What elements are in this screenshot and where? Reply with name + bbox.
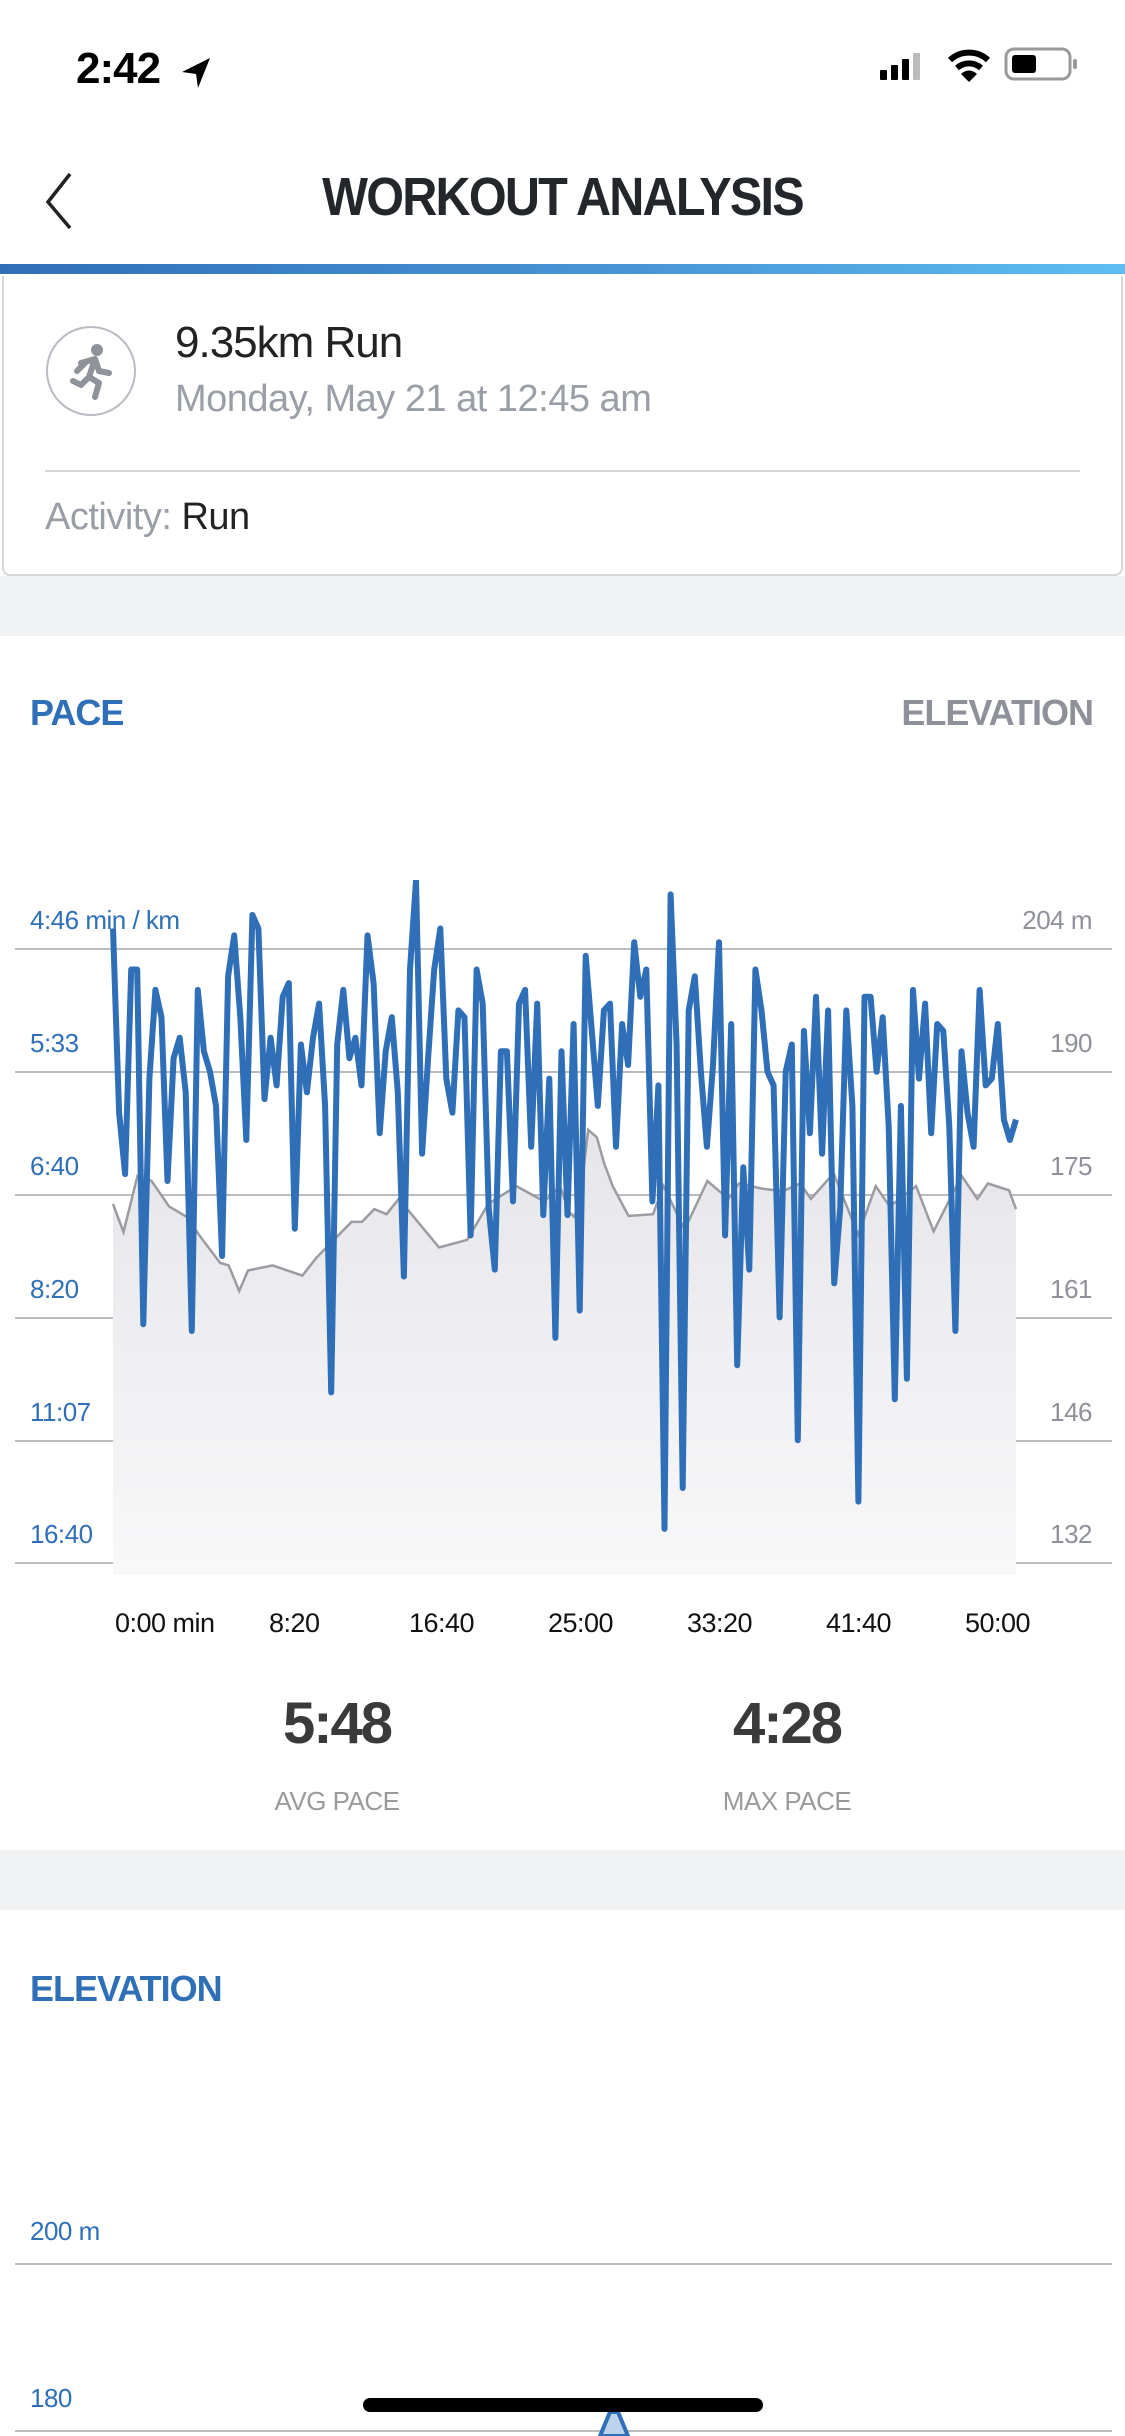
section-separator-2	[0, 1850, 1125, 1910]
pace-y-tick: 16:40	[30, 1519, 93, 1549]
elevation-y-tick: 146	[1050, 1397, 1092, 1427]
header-accent-bar	[0, 264, 1125, 274]
elevation-area	[113, 1129, 1016, 1575]
workout-date: Monday, May 21 at 12:45 am	[175, 378, 652, 420]
x-tick-label: 8:20	[269, 1608, 320, 1638]
avg-pace-value: 5:48	[282, 1691, 393, 1756]
elevation-y-tick: 190	[1050, 1028, 1092, 1058]
location-arrow-icon	[182, 58, 210, 88]
battery-icon	[1004, 47, 1077, 81]
card-divider	[45, 470, 1080, 472]
elevation-gridline	[15, 2430, 1112, 2432]
avg-pace-label: AVG PACE	[274, 1786, 400, 1816]
back-chevron-icon[interactable]	[40, 170, 80, 230]
pace-y-tick: 11:07	[30, 1397, 91, 1427]
home-indicator[interactable]	[363, 2398, 763, 2412]
pace-y-tick: 4:46 min / km	[30, 905, 180, 935]
elevation-peak	[597, 2410, 631, 2436]
workout-title: 9.35km Run	[175, 318, 403, 367]
activity-row: Activity: Run	[45, 496, 250, 539]
x-tick-label: 50:00	[965, 1608, 1031, 1638]
activity-value: Run	[181, 496, 250, 538]
pace-line	[110, 880, 1019, 1532]
x-tick-label: 16:40	[409, 1608, 475, 1638]
x-tick-label: 25:00	[548, 1608, 614, 1638]
elevation-y-tick: 132	[1050, 1519, 1092, 1549]
elevation-y-tick: 161	[1050, 1274, 1092, 1304]
status-time: 2:42	[76, 44, 161, 93]
page-title: WORKOUT ANALYSIS	[322, 167, 804, 227]
activity-label: Activity:	[45, 496, 172, 538]
workout-summary-card	[2, 276, 1123, 576]
x-tick-label: 33:20	[687, 1608, 753, 1638]
elevation-y-tick: 180	[30, 2383, 72, 2413]
wifi-icon	[947, 49, 991, 82]
elevation-y-tick: 204 m	[1022, 905, 1092, 935]
running-person-icon	[46, 326, 136, 416]
x-tick-label: 0:00 min	[115, 1608, 215, 1638]
max-pace-value: 4:28	[732, 1691, 843, 1756]
elevation-toggle[interactable]: ELEVATION	[901, 692, 1094, 733]
elevation-gridline	[15, 2263, 1112, 2265]
pace-chart	[15, 880, 1112, 1575]
x-tick-label: 41:40	[826, 1608, 892, 1638]
cellular-signal-icon	[880, 53, 920, 80]
max-pace-label: MAX PACE	[722, 1786, 852, 1816]
pace-section-label: PACE	[30, 692, 124, 733]
pace-y-tick: 6:40	[30, 1151, 79, 1181]
elevation-y-tick: 175	[1050, 1151, 1092, 1181]
pace-y-tick: 5:33	[30, 1028, 79, 1058]
section-separator	[0, 576, 1125, 636]
elevation-y-tick: 200 m	[30, 2216, 100, 2246]
pace-y-tick: 8:20	[30, 1274, 79, 1304]
elevation-section-label: ELEVATION	[30, 1968, 223, 2009]
